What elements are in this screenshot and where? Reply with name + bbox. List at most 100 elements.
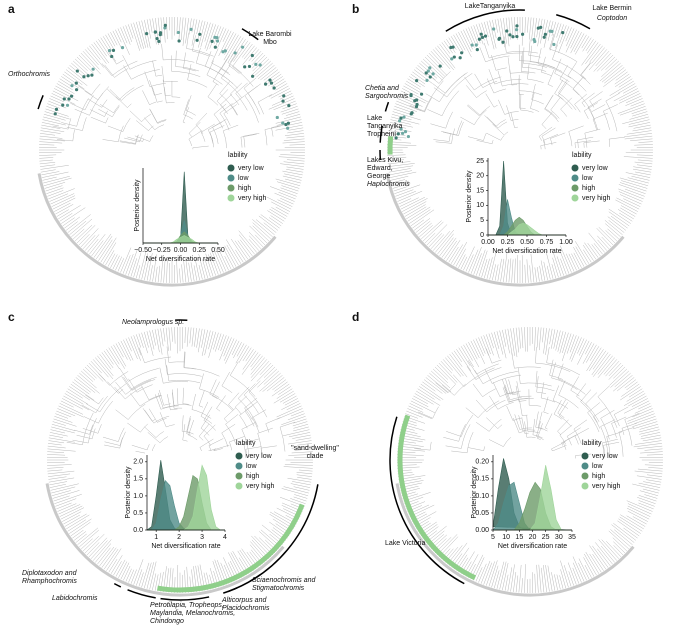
y-tick-label: 0.0 <box>133 527 143 534</box>
tree-branch <box>603 104 618 112</box>
tree-tip <box>55 498 77 507</box>
tree-branch <box>119 431 126 449</box>
tree-tip <box>547 565 553 592</box>
tree-branch <box>199 438 214 448</box>
tree-tip <box>98 39 112 59</box>
tree-tip <box>488 560 498 587</box>
tree-tip <box>118 342 128 360</box>
tree-tip <box>259 362 272 376</box>
tree-branch <box>551 362 556 378</box>
tip-dot <box>74 88 79 92</box>
tree-tip <box>628 395 647 407</box>
y-tick-label: 0.5 <box>133 510 143 517</box>
tree-tip <box>213 332 219 350</box>
tree-tip <box>391 179 406 184</box>
tree-branch <box>589 91 603 101</box>
tree-branch <box>522 429 536 431</box>
tree-tip <box>623 198 641 207</box>
tree-branch <box>247 93 256 105</box>
tree-branch <box>600 426 609 457</box>
tree-branch <box>456 120 463 136</box>
tree-tip <box>458 347 471 367</box>
tree-tip <box>422 221 444 242</box>
tree-branch <box>212 81 219 86</box>
tree-tip <box>555 24 564 49</box>
tree-tip <box>75 533 87 543</box>
tree-tip <box>176 259 178 283</box>
tree-tip <box>568 571 574 586</box>
tree-tip <box>39 154 57 156</box>
tree-branch <box>489 52 523 59</box>
tree-branch <box>553 399 562 415</box>
tree-tip <box>623 393 646 406</box>
tree-tip <box>80 370 94 382</box>
tree-tip <box>59 403 84 415</box>
x-tick-label: 1.00 <box>559 239 573 246</box>
tree-tip <box>86 364 104 382</box>
tree-tip <box>638 141 653 143</box>
tree-branch <box>113 104 120 113</box>
tree-tip <box>540 260 546 281</box>
tree-branch <box>543 411 549 414</box>
tree-branch <box>223 104 237 114</box>
tree-tip <box>640 434 661 440</box>
tree-tip <box>168 327 172 351</box>
tree-tip <box>49 98 64 105</box>
tree-branch <box>130 376 157 390</box>
tree-tip <box>585 344 597 363</box>
tree-branch <box>152 86 158 103</box>
tree-branch <box>104 110 108 117</box>
tree-tip <box>283 161 305 165</box>
tree-tip <box>597 355 613 375</box>
tree-branch <box>146 444 150 450</box>
tree-branch <box>567 427 581 437</box>
tree-tip <box>149 18 153 33</box>
x-tick-label: 20 <box>529 534 537 541</box>
tip-dot <box>120 46 125 50</box>
tree-branch <box>551 377 578 390</box>
tree-tip <box>40 164 56 167</box>
tree-tip <box>565 29 577 53</box>
tree-tip <box>468 249 479 273</box>
tree-tip <box>274 381 288 392</box>
tree-branch <box>86 403 100 413</box>
tree-tip <box>141 20 149 48</box>
tree-tip <box>107 253 116 267</box>
tree-tip <box>419 386 441 401</box>
tree-tip <box>281 185 299 192</box>
tree-tip <box>112 30 122 48</box>
tree-branch <box>155 431 164 438</box>
legend-label: low <box>582 175 593 182</box>
tree-tip <box>146 253 153 281</box>
tree-tip <box>646 479 662 483</box>
tree-branch <box>580 62 591 76</box>
tree-tip <box>225 36 242 62</box>
tree-tip <box>51 490 71 497</box>
tree-branch <box>577 139 579 148</box>
tree-branch <box>123 376 133 391</box>
tree-branch <box>497 121 508 129</box>
tree-tip <box>215 27 224 47</box>
tree-tip <box>592 350 607 370</box>
tree-tip <box>597 548 611 567</box>
tree-tip <box>250 353 261 368</box>
tree-tip <box>560 569 567 589</box>
tree-branch <box>479 46 486 62</box>
tree-tip <box>271 207 288 217</box>
tree-tip <box>417 388 435 400</box>
tree-branch <box>476 140 493 145</box>
tree-tip <box>483 21 489 38</box>
tree-tip <box>536 327 539 348</box>
tree-tip <box>400 90 426 104</box>
tree-branch <box>154 93 162 96</box>
tree-tip <box>607 216 627 231</box>
tree-tip <box>73 379 91 393</box>
tree-tip <box>95 236 113 260</box>
tree-tip <box>448 37 457 50</box>
tip-dot <box>75 69 79 73</box>
tree-tip <box>230 37 244 57</box>
tree-tip <box>283 138 305 141</box>
tree-branch <box>558 92 577 111</box>
tree-tip <box>115 29 122 43</box>
tree-branch <box>536 376 539 393</box>
